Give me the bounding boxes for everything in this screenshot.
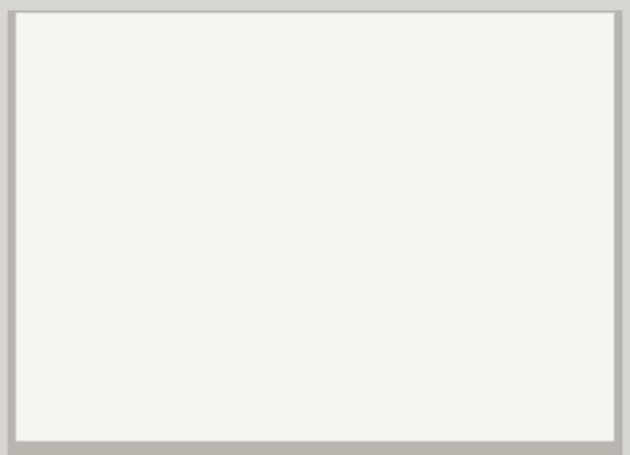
Text: September 4, 2009: September 4, 2009: [49, 67, 163, 80]
Text: 36 - Month: 36 - Month: [43, 272, 125, 284]
Bar: [401, 409, 412, 417]
Bar: [415, 403, 425, 422]
Text: 12 - Month: 12 - Month: [43, 187, 125, 201]
Text: 2.06%: 2.06%: [351, 272, 393, 284]
Text: ™: ™: [583, 401, 591, 410]
Text: ▼: ▼: [541, 147, 549, 157]
Text: 1.70%: 1.70%: [351, 230, 393, 243]
Text: 24 - Month: 24 - Month: [43, 230, 125, 243]
Bar: [40, 257, 597, 299]
Bar: [40, 215, 597, 257]
Text: CD Rates National Averages: CD Rates National Averages: [49, 33, 486, 60]
Text: Term: Term: [66, 103, 103, 116]
Text: This week APY: This week APY: [318, 103, 426, 116]
Text: 2.38%: 2.38%: [219, 313, 261, 326]
Bar: [375, 407, 386, 419]
Text: ▼: ▼: [541, 357, 549, 367]
Text: -0.03%: -0.03%: [466, 272, 517, 284]
Text: 2.60%: 2.60%: [351, 355, 393, 368]
Text: ▼: ▼: [541, 189, 549, 199]
Text: % Change: % Change: [467, 103, 540, 116]
Text: -0.04%: -0.04%: [466, 146, 517, 159]
Text: 1.38%: 1.38%: [351, 187, 393, 201]
Text: 60 - Month: 60 - Month: [43, 355, 125, 368]
Bar: [40, 341, 597, 383]
Text: 6 - Month: 6 - Month: [48, 146, 121, 159]
Text: -0.01%: -0.01%: [466, 355, 517, 368]
Text: 2.37%: 2.37%: [351, 313, 393, 326]
Text: 48 - Month: 48 - Month: [43, 313, 125, 326]
Text: 1.14%: 1.14%: [219, 146, 261, 159]
Text: -0.03%: -0.03%: [466, 187, 517, 201]
Text: 1.70%: 1.70%: [219, 230, 261, 243]
Bar: [388, 404, 399, 421]
Text: 1.10%: 1.10%: [351, 146, 393, 159]
Text: BankTracker: BankTracker: [478, 405, 585, 420]
Text: -0.01%: -0.01%: [466, 313, 517, 326]
Text: 2.07%: 2.07%: [219, 272, 261, 284]
Bar: [40, 173, 597, 215]
Text: Reasonable efforts are made to collect accurate information
however all bank inf: Reasonable efforts are made to collect a…: [49, 404, 303, 423]
Text: My: My: [433, 405, 459, 420]
Bar: [40, 131, 597, 173]
Text: Last week APY: Last week APY: [186, 103, 294, 116]
Text: 1.41%: 1.41%: [219, 187, 261, 201]
Bar: [40, 299, 597, 341]
Text: 2.61%: 2.61%: [219, 355, 261, 368]
Text: ▼: ▼: [541, 315, 549, 325]
Text: ▼: ▼: [541, 273, 549, 283]
